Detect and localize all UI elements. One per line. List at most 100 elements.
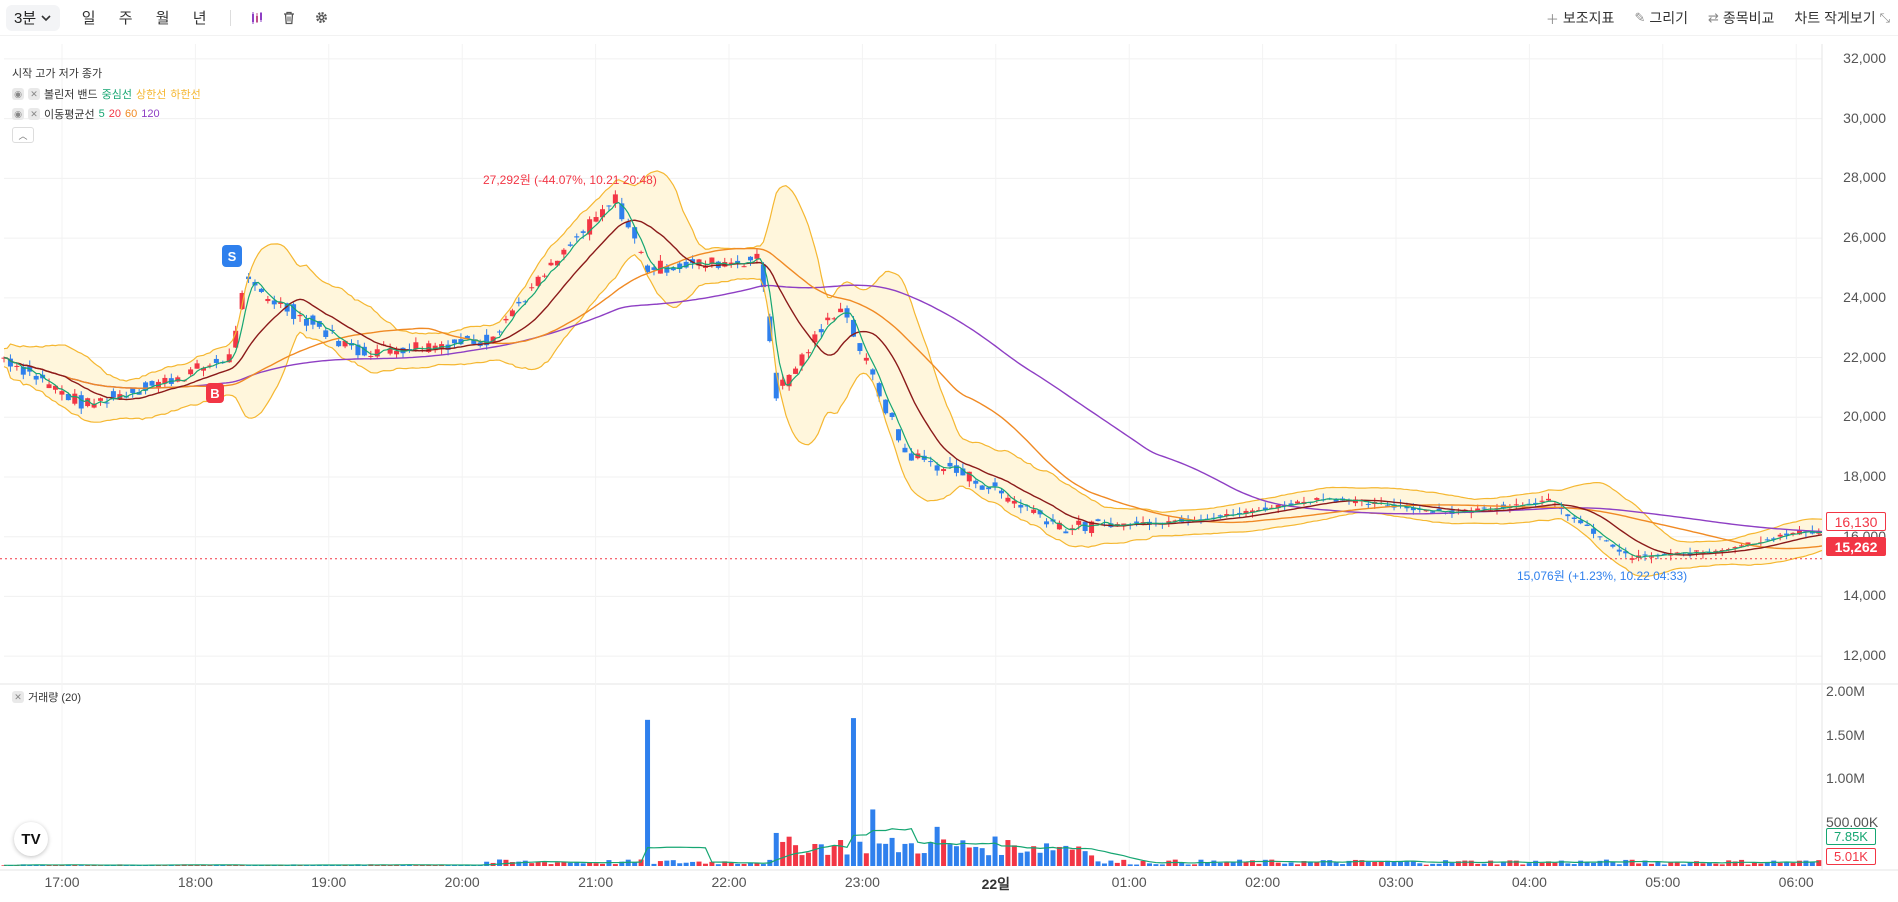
candle-body xyxy=(1796,530,1802,535)
x-tick-label: 23:00 xyxy=(844,874,880,890)
legend-collapse-button[interactable]: ︿ xyxy=(12,127,34,143)
chevron-up-icon: ︿ xyxy=(18,130,28,141)
volume-bar xyxy=(1404,860,1410,866)
candle-type-button[interactable] xyxy=(241,5,273,31)
volume-bar xyxy=(522,860,528,866)
candle-body xyxy=(683,261,689,268)
logo-text: TV xyxy=(21,830,41,848)
candle-body xyxy=(773,372,779,399)
close-icon[interactable]: ✕ xyxy=(12,691,24,703)
candle-body xyxy=(735,260,741,264)
trash-button[interactable] xyxy=(273,5,305,31)
close-icon[interactable]: ✕ xyxy=(28,88,40,100)
volume-bar xyxy=(1488,860,1494,866)
candle-body xyxy=(908,453,914,461)
eye-icon[interactable]: ◉ xyxy=(12,88,24,100)
volume-bar xyxy=(432,865,438,866)
candle-body xyxy=(1661,553,1667,555)
volume-bar xyxy=(1584,861,1590,866)
eye-icon[interactable]: ◉ xyxy=(12,108,24,120)
candle-body xyxy=(46,384,52,389)
volume-bar xyxy=(1777,862,1783,866)
toolbar-right-group: ＋ 보조지표 ✎ 그리기 ⇄ 종목비교 차트 작게보기 ⤡ xyxy=(1546,0,1890,36)
volume-bar xyxy=(863,853,869,866)
candle-body xyxy=(1539,500,1545,502)
candle-body xyxy=(632,227,638,239)
volume-bar xyxy=(1011,845,1017,866)
pencil-icon: ✎ xyxy=(1634,10,1646,25)
bollinger-lower-line xyxy=(3,253,1823,577)
volume-bar xyxy=(664,860,670,866)
volume-bar xyxy=(1359,860,1365,866)
candle-body xyxy=(863,357,869,361)
candle-body xyxy=(342,340,348,347)
volume-bar xyxy=(670,860,676,866)
candle-body xyxy=(1237,512,1243,514)
sell-marker[interactable]: S xyxy=(222,245,242,267)
buy-marker[interactable]: B xyxy=(206,383,224,403)
candle-body xyxy=(78,395,84,409)
period-month[interactable]: 월 xyxy=(155,10,170,27)
volume-bar xyxy=(1513,860,1519,866)
tradingview-logo[interactable]: TV xyxy=(14,822,48,856)
volume-bar xyxy=(651,863,657,866)
candle-body xyxy=(966,471,972,482)
volume-bar xyxy=(619,861,625,866)
candle-body xyxy=(709,257,715,265)
volume-bar xyxy=(793,845,799,866)
candle-body xyxy=(973,480,979,484)
volume-bar xyxy=(1262,859,1268,866)
volume-bar xyxy=(1069,849,1075,866)
volume-bar xyxy=(1661,864,1667,866)
volume-bar xyxy=(799,855,805,866)
volume-bar xyxy=(805,852,811,866)
high-annotation: 27,292원 (-44.07%, 10.21 20:48) xyxy=(483,173,657,187)
x-tick-label: 22일 xyxy=(981,876,1011,892)
volume-bar xyxy=(1475,863,1481,866)
volume-bar xyxy=(928,842,934,866)
compare-button[interactable]: ⇄ 종목비교 xyxy=(1708,8,1774,28)
draw-button[interactable]: ✎ 그리기 xyxy=(1634,8,1688,28)
volume-bar xyxy=(986,855,992,866)
close-icon[interactable]: ✕ xyxy=(28,108,40,120)
candle-body xyxy=(1011,500,1017,504)
volume-bar xyxy=(1340,864,1346,866)
volume-bar xyxy=(1758,863,1764,866)
settings-button[interactable] xyxy=(305,5,337,31)
timeframe-select[interactable]: 3분 xyxy=(6,4,61,31)
candle-body xyxy=(1687,552,1693,556)
indicator-button[interactable]: ＋ 보조지표 xyxy=(1546,8,1615,28)
candle-body xyxy=(812,334,818,343)
volume-legend: ✕ 거래량 (20) xyxy=(12,689,81,705)
shrink-chart-button[interactable]: 차트 작게보기 ⤡ xyxy=(1794,8,1890,28)
volume-bar xyxy=(1520,864,1526,866)
candle-body xyxy=(638,251,644,253)
x-tick-label: 03:00 xyxy=(1378,874,1414,890)
x-tick-label: 02:00 xyxy=(1245,874,1281,890)
candle-body xyxy=(1603,540,1609,542)
candle-body xyxy=(1513,504,1519,506)
candle-body xyxy=(1082,521,1088,532)
volume-ma-tag: 7.85K xyxy=(1826,828,1876,845)
volume-bar xyxy=(1282,863,1288,866)
candle-body xyxy=(1578,520,1584,524)
candle-body xyxy=(233,330,239,348)
trash-icon xyxy=(284,11,295,24)
candle-body xyxy=(1262,507,1268,511)
volume-bar xyxy=(780,841,786,866)
volume-bar xyxy=(1687,862,1693,866)
volume-bar xyxy=(1481,863,1487,866)
candle-body xyxy=(599,209,605,218)
volume-bar xyxy=(1764,862,1770,866)
shrink-chart-label: 차트 작게보기 xyxy=(1794,10,1876,26)
period-day[interactable]: 일 xyxy=(81,10,96,27)
draw-label: 그리기 xyxy=(1649,10,1688,26)
candle-body xyxy=(1410,507,1416,511)
period-week[interactable]: 주 xyxy=(118,10,133,27)
period-year[interactable]: 년 xyxy=(192,10,207,27)
candle-body xyxy=(786,374,792,387)
y-tick-label: 24,000 xyxy=(1843,288,1886,305)
current-price-tag: 15,262 xyxy=(1826,537,1886,556)
candle-body xyxy=(535,276,541,286)
